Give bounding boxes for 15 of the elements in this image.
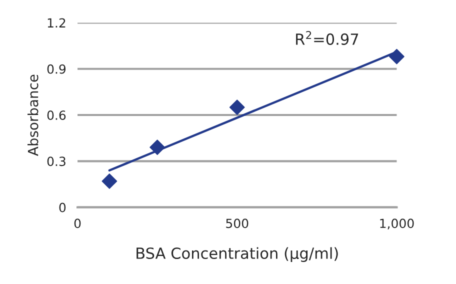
x-tick-label: 500 — [226, 218, 248, 228]
point — [150, 140, 166, 156]
y-axis-title: Absorbance — [28, 74, 38, 156]
point — [389, 48, 404, 64]
point — [102, 173, 118, 189]
point — [229, 100, 245, 116]
x-tick-label: 0 — [74, 218, 81, 228]
y-tick-label: 0 — [59, 202, 66, 212]
y-tick-label: 1.2 — [48, 18, 66, 28]
y-tick-label: 0.3 — [47, 156, 66, 166]
y-tick-label: 0.9 — [47, 64, 66, 74]
annotation: R$^{2}$=0.97 — [296, 30, 358, 45]
y-tick-label: 0.6 — [47, 110, 66, 120]
x-tick-label: 1,000 — [380, 218, 414, 230]
x-axis-title: BSA Concentration (μg/ml) — [136, 247, 338, 262]
